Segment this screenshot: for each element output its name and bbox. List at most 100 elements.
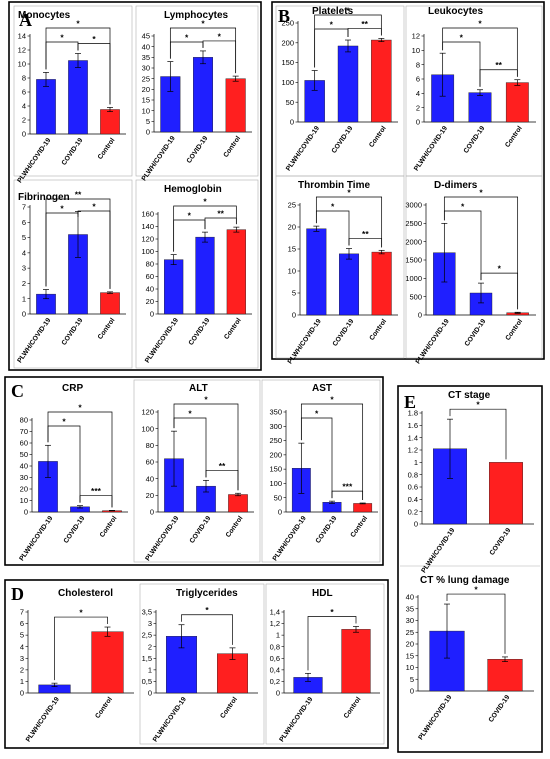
y-tick-label: 45	[142, 32, 150, 41]
y-tick-label: 120	[141, 408, 154, 417]
y-tick-label: 30	[142, 64, 150, 73]
panel-frame-b	[271, 1, 545, 360]
y-tick-label: 0	[290, 118, 294, 127]
significance-label: *	[331, 202, 335, 212]
y-tick-label: 25	[406, 628, 414, 637]
y-tick-label: 15	[288, 245, 296, 254]
bar-covid-19	[68, 60, 88, 135]
significance-bracket	[45, 198, 111, 289]
bar-covid-19	[468, 92, 492, 123]
x-tick-label: Control	[94, 696, 114, 720]
y-tick-label: 150	[269, 465, 282, 474]
x-tick-label: COVID-19	[188, 317, 212, 347]
significance-bracket	[314, 14, 382, 68]
y-tick-label: 2000	[405, 237, 422, 246]
significance-bracket	[54, 616, 108, 681]
chart-title: Leukocytes	[428, 6, 483, 17]
chart-title: AST	[312, 383, 332, 394]
y-tick-label: 4	[416, 89, 420, 98]
y-tick-label: 5	[410, 675, 414, 684]
y-tick-label: 20	[20, 485, 28, 494]
y-tick-label: 0	[148, 689, 152, 698]
x-tick-label: Control	[343, 696, 363, 720]
x-tick-label: PLWH/COVID-19	[16, 137, 52, 185]
y-tick-label: 150	[281, 58, 294, 67]
x-tick-label: Control	[223, 317, 243, 341]
significance-label: *	[347, 188, 351, 198]
chart-d-dimers: D-dimers050010001500200025003000PLWH/COV…	[405, 180, 536, 365]
y-tick-label: 1	[22, 294, 26, 303]
significance-label: **	[495, 60, 502, 70]
y-tick-label: 30	[406, 616, 414, 625]
subplot-frame	[261, 379, 381, 563]
y-tick-label: 0,4	[270, 665, 280, 674]
x-tick-label: PLWH/COVID-19	[272, 515, 308, 563]
bar-covid-19	[195, 236, 215, 315]
significance-bracket	[204, 217, 237, 230]
y-tick-label: 40	[406, 593, 414, 602]
x-tick-label: PLWH/COVID-19	[420, 527, 456, 575]
x-tick-label: PLWH/COVID-19	[16, 317, 52, 365]
x-tick-label: PLWH/COVID-19	[413, 125, 449, 173]
y-tick-label: 0,6	[270, 654, 280, 663]
subplot-frame	[139, 583, 265, 745]
y-tick-label: 30	[20, 473, 28, 482]
y-tick-label: 1.4	[408, 433, 418, 442]
x-tick-label: COVID-19	[464, 318, 488, 348]
bar-covid-19	[339, 253, 360, 316]
y-tick-label: 0,8	[270, 642, 280, 651]
significance-label: *	[218, 31, 222, 41]
chart-hdl: HDL 0 0,2 0,4 0,6 0,8 1 1,2 1,4 PLWH/COVID-19 Cont…	[270, 588, 380, 743]
significance-label: *	[60, 33, 64, 43]
chart-monocytes: Monocytes 0 2 4 6 8 10 12 14 PLWH/COVID-19 COVID-1…	[16, 10, 126, 184]
y-tick-label: 2	[416, 103, 420, 112]
significance-label: **	[361, 19, 368, 29]
y-tick-label: 20	[288, 223, 296, 232]
y-tick-label: 8	[416, 60, 420, 69]
significance-bracket	[449, 408, 507, 460]
chart-title: CT stage	[448, 390, 491, 401]
chart-leukocytes: Leukocytes 0 2 4 6 8 10 12 PLWH/COVID-19 COVID-19…	[412, 6, 536, 172]
significance-label: *	[498, 264, 502, 274]
y-tick-label: 1	[20, 677, 24, 686]
y-tick-label: 60	[146, 272, 154, 281]
bar-plwh-covid-19	[164, 259, 184, 315]
y-tick-label: 1,2	[270, 619, 280, 628]
y-tick-label: 15	[406, 651, 414, 660]
y-tick-label: 0,2	[270, 677, 280, 686]
bar-control	[341, 629, 371, 694]
significance-label: *	[346, 6, 350, 16]
significance-bracket	[169, 41, 204, 59]
y-tick-label: 120	[141, 235, 154, 244]
y-tick-label: 50	[286, 98, 294, 107]
x-tick-label: PLWH/COVID-19	[285, 125, 321, 173]
y-tick-label: 100	[141, 247, 154, 256]
chart-platelets: Platelets 0 50 100 150 200 250 PLWH/COVID-19 COV…	[281, 6, 398, 173]
y-tick-label: 200	[281, 38, 294, 47]
y-tick-label: 0	[414, 520, 418, 529]
bar-covid-19	[489, 462, 524, 525]
y-tick-label: 50	[20, 450, 28, 459]
y-tick-label: 0.8	[408, 470, 418, 479]
bar-control	[371, 251, 392, 316]
y-tick-label: 2	[22, 279, 26, 288]
bar-control	[228, 494, 248, 513]
significance-bracket	[45, 27, 111, 105]
bar-control	[353, 503, 373, 513]
subplot-frame	[265, 583, 385, 745]
panel-letter-c: C	[11, 381, 24, 401]
y-tick-label: 10	[18, 60, 26, 69]
y-tick-label: 0.4	[408, 495, 418, 504]
y-tick-label: 1	[276, 631, 280, 640]
y-tick-label: 4	[22, 248, 26, 257]
significance-label: *	[330, 20, 334, 30]
y-tick-label: 40	[146, 285, 154, 294]
significance-bracket	[173, 205, 237, 252]
significance-label: *	[76, 19, 80, 29]
x-tick-label: PLWH/COVID-19	[278, 696, 314, 744]
y-tick-label: 3,5	[142, 608, 152, 617]
subplot-frame	[133, 379, 261, 563]
y-tick-label: 140	[141, 222, 154, 231]
significance-bracket	[442, 27, 518, 77]
